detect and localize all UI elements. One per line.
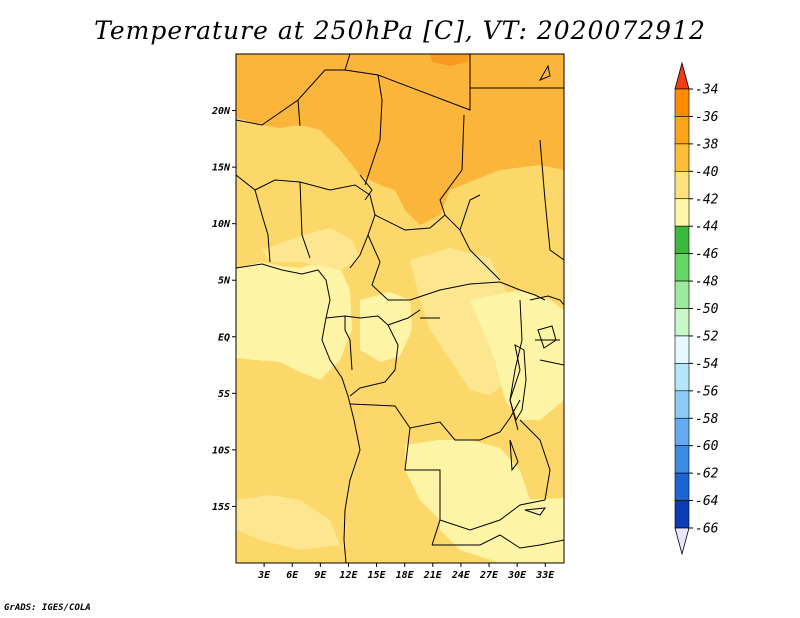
colorbar-segment [674, 116, 690, 145]
lon-tick-label: 6E [286, 570, 299, 581]
colorbar-max-arrow [674, 61, 690, 90]
chart-title: Temperature at 250hPa [C], VT: 202007291… [94, 16, 706, 45]
lat-tick-label: 10N [212, 219, 231, 230]
lon-tick-label: 18E [396, 570, 415, 581]
colorbar-label: -52 [695, 329, 719, 344]
colorbar-label: -60 [695, 439, 719, 454]
colorbar-segment [674, 363, 690, 392]
colorbar-label: -42 [695, 192, 719, 207]
lon-tick-label: 24E [451, 570, 471, 581]
colorbar-segment [674, 417, 690, 446]
colorbar-segment [674, 280, 690, 309]
colorbar-segment [674, 335, 690, 364]
lon-tick-label: 9E [314, 570, 327, 581]
colorbar-min-arrow [674, 527, 690, 556]
colorbar-label: -66 [695, 522, 719, 537]
lat-tick-label: 10S [212, 445, 230, 456]
colorbar-segment [674, 143, 690, 172]
colorbar-label: -62 [695, 467, 719, 482]
colorbar-label: -36 [695, 110, 719, 125]
lon-tick-label: 3E [257, 570, 271, 581]
colorbar-segment [674, 171, 690, 200]
country-borders [236, 54, 564, 563]
colorbar-label: -44 [695, 220, 718, 235]
map-frame [235, 53, 565, 564]
lon-tick-label: 27E [479, 570, 499, 581]
lat-tick-label: 20N [211, 106, 231, 117]
colorbar-label: -38 [695, 137, 719, 152]
colorbar-label: -58 [695, 412, 719, 427]
lon-tick-label: 15E [368, 570, 387, 581]
lat-tick-label: EQ [218, 332, 230, 343]
lat-tick-label: 5S [218, 389, 230, 400]
colorbar: -34 -36 -38 -40 -42 -44 -46 -48 -50 -52 -54 -56 -58 -… [674, 61, 719, 556]
colorbar-label: -54 [695, 357, 718, 372]
colorbar-segment [674, 198, 690, 227]
temperature-field [236, 54, 564, 563]
lat-tick-label: 15N [212, 163, 231, 174]
lat-tick-label: 5N [218, 276, 231, 287]
lat-tick-label: 15S [212, 502, 230, 513]
colorbar-label: -34 [695, 83, 718, 98]
latitude-axis: 20N 15N 10N 5N EQ 5S 10S 15S [211, 106, 236, 513]
colorbar-segment [674, 390, 690, 419]
grads-credit: GrADS: IGES/COLA [4, 603, 91, 613]
lon-tick-label: 21E [423, 570, 443, 581]
colorbar-label: -50 [695, 302, 719, 317]
colorbar-segment [674, 225, 690, 254]
lon-tick-label: 33E [535, 570, 555, 581]
colorbar-segment [674, 88, 690, 117]
colorbar-segment [674, 472, 690, 501]
colorbar-label: -40 [695, 165, 719, 180]
lon-tick-label: 30E [507, 570, 527, 581]
colorbar-segment [674, 445, 690, 474]
colorbar-label: -46 [695, 247, 719, 262]
colorbar-label: -48 [695, 275, 719, 290]
colorbar-label: -56 [695, 384, 719, 399]
colorbar-segment [674, 253, 690, 282]
longitude-axis: 3E 6E 9E 12E 15E 18E 21E 24E 27E 30E 33E [257, 563, 555, 581]
lon-tick-label: 12E [339, 570, 358, 581]
colorbar-segment [674, 308, 690, 337]
colorbar-segment [674, 500, 690, 529]
colorbar-label: -64 [695, 494, 718, 509]
